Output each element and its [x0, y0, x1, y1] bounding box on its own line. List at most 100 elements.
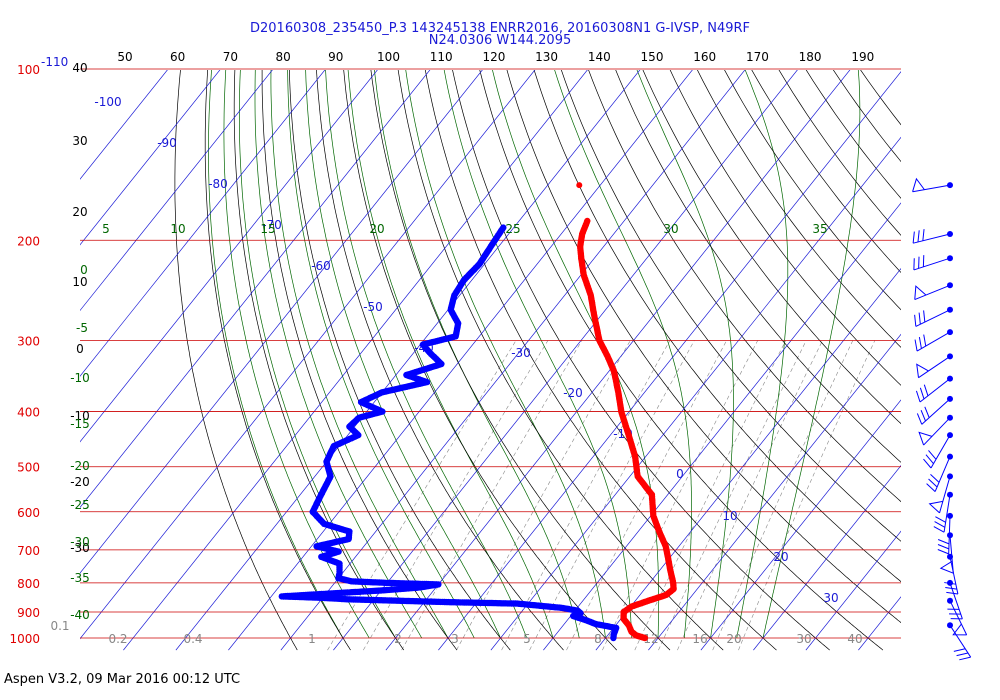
moist-adiabat-top-label: 15: [260, 222, 275, 236]
dry-adiabat-line: [560, 70, 901, 542]
isotherms: [80, 70, 901, 651]
moist-adiabat-line: [762, 70, 861, 639]
temperature-series: [576, 182, 677, 642]
isotherm-line: [700, 399, 901, 651]
wind-barb: [916, 395, 953, 425]
mixing-ratio-line: [501, 340, 671, 651]
mixing-ratio-line: [456, 340, 631, 651]
mixing-ratio-line: [529, 340, 695, 651]
mixing-ratio-label: 30: [796, 632, 811, 646]
moist-adiabat-top-label: 20: [369, 222, 384, 236]
isotherm-line: [858, 596, 901, 651]
isotherm-line: [228, 70, 693, 651]
mixing-ratio-line: [363, 340, 549, 651]
dry-adiabat-label: 40: [72, 61, 87, 75]
wind-barb: [947, 597, 968, 636]
mixing-ratio-label: 12: [643, 632, 658, 646]
dry-adiabat-line: [832, 70, 901, 163]
moist-adiabat-line: [305, 70, 501, 639]
dry-adiabats: [174, 70, 901, 651]
top-extra-label: -110: [41, 55, 68, 69]
top-temperature-tick: 70: [223, 50, 238, 64]
top-temperature-tick: 170: [746, 50, 769, 64]
isotherm-line: [753, 464, 901, 651]
pressure-label: 400: [17, 406, 40, 420]
isotherm-label: 30: [823, 591, 838, 605]
temperature-point-isolated: [576, 182, 583, 189]
isotherm-line: [80, 70, 168, 180]
wind-barb: [915, 375, 953, 403]
temperature-point: [584, 217, 591, 225]
moist-adiabat-line: [405, 70, 606, 639]
wind-barb: [947, 579, 963, 620]
dry-adiabat-line: [397, 70, 724, 651]
isotherm-line: [333, 70, 798, 651]
wind-barb: [923, 432, 953, 469]
top-temperature-tick: 120: [482, 50, 505, 64]
pressure-label: 800: [17, 577, 40, 591]
wind-barb: [926, 453, 953, 492]
moist-adiabat-label: -40: [70, 608, 90, 622]
moist-adiabat-label: -5: [76, 321, 88, 335]
dry-adiabat-line: [642, 70, 901, 425]
isotherm-label: -80: [208, 177, 228, 191]
mixing-ratio-label: 0.4: [183, 632, 202, 646]
moist-adiabat-line: [443, 70, 633, 639]
dry-adiabat-line: [316, 70, 564, 651]
isotherm-line: [80, 70, 483, 574]
mixing-ratio-label: 0.2: [108, 632, 127, 646]
top-temperature-tick: 60: [170, 50, 185, 64]
dry-adiabat-line: [860, 70, 901, 126]
moist-adiabat-label: -10: [70, 371, 90, 385]
isotherm-line: [80, 70, 221, 246]
isotherm-label: -100: [94, 95, 121, 109]
moist-adiabat-label: -20: [70, 459, 90, 473]
wind-barbs: [912, 177, 972, 661]
mixing-ratio-label: 8: [594, 632, 602, 646]
mixing-ratio-label: 1: [308, 632, 316, 646]
dry-adiabat-line: [669, 70, 901, 386]
dewpoint-series: [278, 224, 620, 642]
wind-barb: [939, 532, 954, 574]
mixing-ratio-label: 3: [451, 632, 459, 646]
dry-adiabat-label: -10: [70, 409, 90, 423]
pressure-label: 700: [17, 544, 40, 558]
dry-adiabat-line: [588, 70, 901, 503]
wind-barb: [912, 229, 953, 244]
top-temperature-tick: 50: [117, 50, 132, 64]
wind-barb: [914, 306, 953, 327]
top-temperature-tick: 140: [588, 50, 611, 64]
pressure-label: 300: [17, 334, 40, 348]
top-temperature-tick: 180: [799, 50, 822, 64]
dry-adiabat-label: -30: [70, 541, 90, 555]
moist-adiabat-line: [636, 70, 734, 639]
wind-barb: [913, 255, 953, 271]
pressure-label: 600: [17, 506, 40, 520]
isotherm-label: 0: [676, 467, 684, 481]
isotherm-label: 20: [773, 550, 788, 564]
isotherm-label: -60: [311, 259, 331, 273]
pressure-label: 500: [17, 461, 40, 475]
isobars: [80, 68, 901, 639]
dry-adiabat-label: 10: [72, 275, 87, 289]
isotherm-label: 10: [722, 509, 737, 523]
isotherm-label: -50: [363, 300, 383, 314]
top-temperature-tick: 150: [641, 50, 664, 64]
wind-barb: [947, 622, 972, 661]
moist-adiabat-line: [270, 70, 449, 639]
wind-barb: [916, 353, 953, 379]
top-temperature-tick: 100: [377, 50, 400, 64]
top-temperature-tick: 160: [693, 50, 716, 64]
moist-adiabat-label: -30: [70, 535, 90, 549]
isotherm-line: [648, 333, 901, 651]
mixing-ratio-label: 2: [394, 632, 402, 646]
pressure-label: 200: [17, 234, 40, 248]
isotherm-line: [595, 268, 901, 651]
moist-adiabat-line: [736, 70, 789, 639]
isotherm-line: [80, 70, 431, 508]
moist-adiabat-line: [554, 70, 692, 639]
isotherm-line: [80, 70, 536, 640]
top-temperature-tick: 190: [851, 50, 874, 64]
moist-adiabat-line: [239, 70, 396, 639]
